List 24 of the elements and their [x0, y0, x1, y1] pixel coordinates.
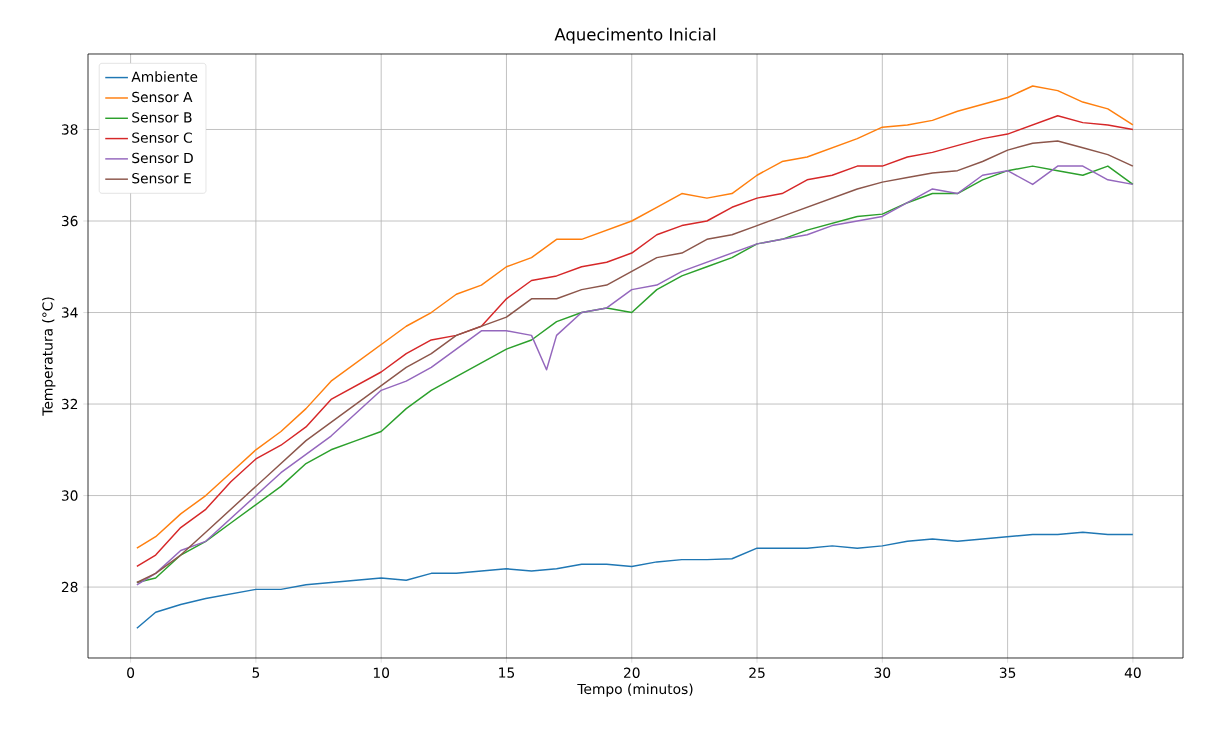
y-tick-label: 38: [61, 124, 78, 135]
y-tick-label: 36: [61, 215, 78, 227]
x-tick-label: 30: [874, 667, 891, 678]
x-tick-label: 25: [749, 667, 765, 678]
x-tick-label: 5: [252, 667, 260, 678]
x-tick-label: 10: [373, 667, 390, 678]
legend-label: Sensor C: [132, 132, 192, 143]
y-tick-label: 28: [61, 581, 78, 593]
x-axis-title: Tempo (minutos): [577, 683, 693, 697]
x-tick-label: 40: [1124, 667, 1141, 678]
chart-title: Aquecimento Inicial: [554, 27, 716, 44]
legend-label: Sensor A: [132, 91, 193, 103]
legend-label: Sensor E: [132, 173, 191, 184]
x-tick-label: 35: [999, 667, 1016, 678]
y-axis-title: Temperatura (°C): [42, 297, 56, 416]
x-tick-label: 0: [127, 667, 135, 678]
x-tick-label: 20: [623, 667, 640, 678]
legend-label: Sensor B: [132, 112, 192, 123]
y-tick-label: 34: [61, 307, 78, 318]
y-tick-label: 32: [61, 398, 78, 410]
legend-label: Ambiente: [131, 71, 198, 82]
y-tick-label: 30: [61, 490, 78, 501]
legend-label: Sensor D: [132, 152, 193, 164]
x-tick-label: 15: [499, 667, 515, 678]
